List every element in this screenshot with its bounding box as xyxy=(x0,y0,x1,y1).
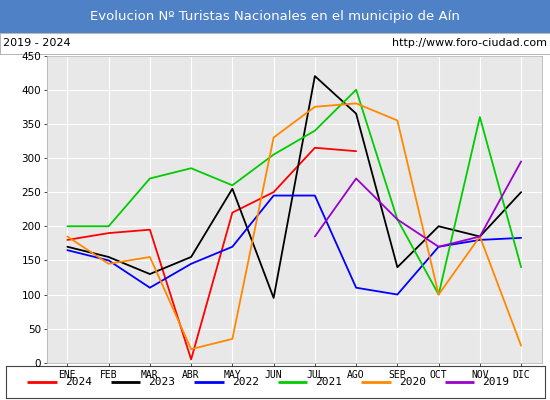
Text: Evolucion Nº Turistas Nacionales en el municipio de Aín: Evolucion Nº Turistas Nacionales en el m… xyxy=(90,10,460,23)
Text: 2022: 2022 xyxy=(232,377,259,387)
Text: 2019 - 2024: 2019 - 2024 xyxy=(3,38,70,48)
Text: 2023: 2023 xyxy=(148,377,175,387)
Text: 2021: 2021 xyxy=(316,377,343,387)
Text: 2024: 2024 xyxy=(65,377,92,387)
Text: http://www.foro-ciudad.com: http://www.foro-ciudad.com xyxy=(392,38,547,48)
Text: 2020: 2020 xyxy=(399,377,426,387)
Text: 2019: 2019 xyxy=(482,377,509,387)
